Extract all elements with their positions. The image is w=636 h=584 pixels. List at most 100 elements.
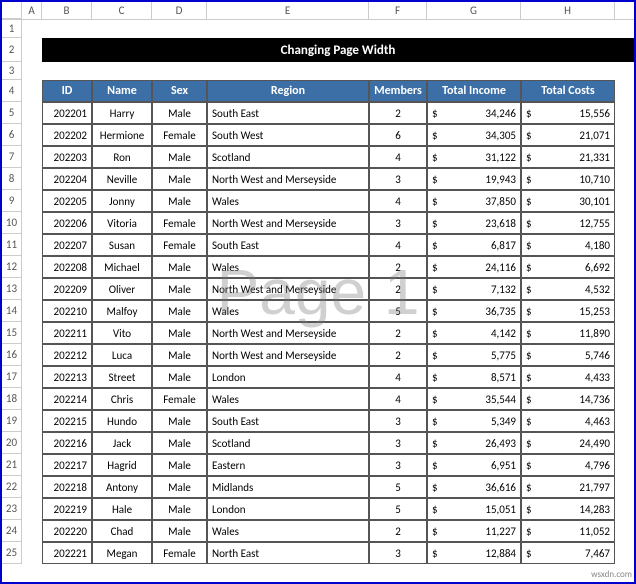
cell-name[interactable]: Street <box>92 366 152 388</box>
cell-income[interactable]: $12,884 <box>427 542 521 564</box>
cell-id[interactable]: 202203 <box>42 146 92 168</box>
cell-id[interactable]: 202202 <box>42 124 92 146</box>
cell-members[interactable]: 4 <box>369 388 427 410</box>
row-header-9[interactable]: 9 <box>2 190 22 212</box>
cell-costs[interactable]: $30,101 <box>521 190 615 212</box>
cell-costs[interactable]: $12,755 <box>521 212 615 234</box>
row-header-23[interactable]: 23 <box>2 498 22 520</box>
cell-id[interactable]: 202215 <box>42 410 92 432</box>
cell-name[interactable]: Hermione <box>92 124 152 146</box>
row-header-7[interactable]: 7 <box>2 146 22 168</box>
cell-income[interactable]: $15,051 <box>427 498 521 520</box>
cell-members[interactable]: 5 <box>369 476 427 498</box>
cell-costs[interactable]: $21,071 <box>521 124 615 146</box>
cell-sex[interactable]: Male <box>152 190 207 212</box>
cell-id[interactable]: 202213 <box>42 366 92 388</box>
cell-name[interactable]: Malfoy <box>92 300 152 322</box>
cell-region[interactable]: London <box>207 366 369 388</box>
cell-sex[interactable]: Female <box>152 212 207 234</box>
col-header-A[interactable]: A <box>22 2 42 19</box>
table-header-5[interactable]: Total Income <box>427 80 521 102</box>
cell-region[interactable]: Wales <box>207 388 369 410</box>
cell-region[interactable]: Scotland <box>207 146 369 168</box>
row-header-25[interactable]: 25 <box>2 542 22 564</box>
cell-income[interactable]: $5,349 <box>427 410 521 432</box>
cell-members[interactable]: 3 <box>369 454 427 476</box>
cell-sex[interactable]: Female <box>152 234 207 256</box>
cell-income[interactable]: $11,227 <box>427 520 521 542</box>
col-header-G[interactable]: G <box>427 2 521 19</box>
cell-members[interactable]: 4 <box>369 366 427 388</box>
table-header-1[interactable]: Name <box>92 80 152 102</box>
col-header-D[interactable]: D <box>152 2 207 19</box>
cell-sex[interactable]: Male <box>152 476 207 498</box>
cell-costs[interactable]: $7,467 <box>521 542 615 564</box>
cell-region[interactable]: Scotland <box>207 432 369 454</box>
cell-name[interactable]: Oliver <box>92 278 152 300</box>
cell-sex[interactable]: Male <box>152 454 207 476</box>
cell-id[interactable]: 202218 <box>42 476 92 498</box>
cell-sex[interactable]: Male <box>152 278 207 300</box>
row-header-15[interactable]: 15 <box>2 322 22 344</box>
cell-sex[interactable]: Male <box>152 300 207 322</box>
table-header-4[interactable]: Members <box>369 80 427 102</box>
cell-id[interactable]: 202208 <box>42 256 92 278</box>
cell-id[interactable]: 202217 <box>42 454 92 476</box>
row-header-17[interactable]: 17 <box>2 366 22 388</box>
col-header-C[interactable]: C <box>92 2 152 19</box>
cell-costs[interactable]: $4,433 <box>521 366 615 388</box>
cell-name[interactable]: Hale <box>92 498 152 520</box>
cell-income[interactable]: $35,544 <box>427 388 521 410</box>
col-header-H[interactable]: H <box>521 2 615 19</box>
cell-costs[interactable]: $24,490 <box>521 432 615 454</box>
cell-income[interactable]: $5,775 <box>427 344 521 366</box>
cell-id[interactable]: 202207 <box>42 234 92 256</box>
cell-id[interactable]: 202212 <box>42 344 92 366</box>
cell-region[interactable]: Eastern <box>207 454 369 476</box>
cell-members[interactable]: 2 <box>369 344 427 366</box>
row-header-14[interactable]: 14 <box>2 300 22 322</box>
cell-members[interactable]: 4 <box>369 190 427 212</box>
cell-income[interactable]: $4,142 <box>427 322 521 344</box>
cell-name[interactable]: Michael <box>92 256 152 278</box>
cell-members[interactable]: 4 <box>369 146 427 168</box>
cell-members[interactable]: 3 <box>369 410 427 432</box>
cell-members[interactable]: 3 <box>369 168 427 190</box>
cell-members[interactable]: 3 <box>369 432 427 454</box>
cell-name[interactable]: Luca <box>92 344 152 366</box>
col-header-E[interactable]: E <box>207 2 369 19</box>
cell-name[interactable]: Vitoria <box>92 212 152 234</box>
table-header-0[interactable]: ID <box>42 80 92 102</box>
cell-region[interactable]: South West <box>207 124 369 146</box>
cell-name[interactable]: Jack <box>92 432 152 454</box>
cell-name[interactable]: Ron <box>92 146 152 168</box>
cell-name[interactable]: Chad <box>92 520 152 542</box>
cell-costs[interactable]: $11,052 <box>521 520 615 542</box>
cell-members[interactable]: 2 <box>369 520 427 542</box>
cell-id[interactable]: 202221 <box>42 542 92 564</box>
cell-name[interactable]: Antony <box>92 476 152 498</box>
cell-income[interactable]: $34,305 <box>427 124 521 146</box>
row-header-2[interactable]: 2 <box>2 38 22 62</box>
cell-income[interactable]: $26,493 <box>427 432 521 454</box>
cell-members[interactable]: 2 <box>369 322 427 344</box>
row-header-4[interactable]: 4 <box>2 80 22 102</box>
table-header-3[interactable]: Region <box>207 80 369 102</box>
cell-sex[interactable]: Female <box>152 388 207 410</box>
row-header-16[interactable]: 16 <box>2 344 22 366</box>
cell-region[interactable]: South East <box>207 234 369 256</box>
col-header-F[interactable]: F <box>369 2 427 19</box>
row-header-19[interactable]: 19 <box>2 410 22 432</box>
cell-region[interactable]: Wales <box>207 190 369 212</box>
cell-income[interactable]: $34,246 <box>427 102 521 124</box>
cell-sex[interactable]: Male <box>152 168 207 190</box>
cell-name[interactable]: Neville <box>92 168 152 190</box>
cell-income[interactable]: $8,571 <box>427 366 521 388</box>
cell-members[interactable]: 3 <box>369 542 427 564</box>
cell-sex[interactable]: Male <box>152 256 207 278</box>
cell-income[interactable]: $24,116 <box>427 256 521 278</box>
cell-id[interactable]: 202220 <box>42 520 92 542</box>
cell-members[interactable]: 3 <box>369 212 427 234</box>
row-header-11[interactable]: 11 <box>2 234 22 256</box>
table-header-6[interactable]: Total Costs <box>521 80 615 102</box>
